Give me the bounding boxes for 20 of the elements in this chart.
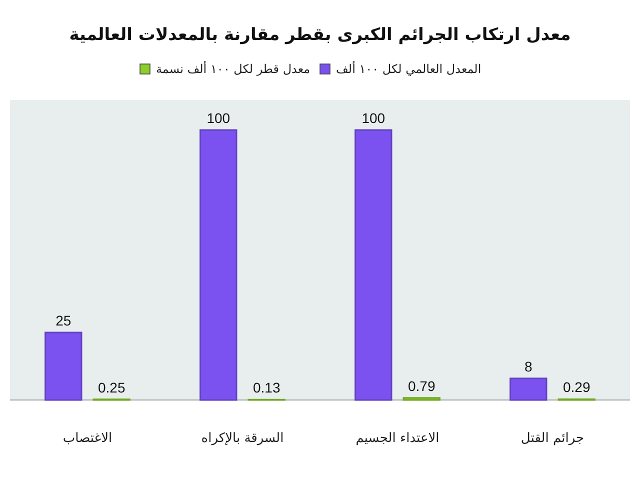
x-tick-label: جرائم القتل [520,431,584,446]
data-label: 25 [56,312,72,328]
data-label: 100 [362,110,386,126]
data-label: 0.13 [252,380,280,396]
bar [200,129,238,401]
bar [402,397,440,401]
bar [44,332,82,401]
legend-label: معدل قطر لكل ١٠٠ ألف نسمة [156,61,310,76]
data-label: 0.79 [408,378,436,394]
x-tick-label: الاعتداء الجسيم [356,431,440,446]
legend-label: المعدل العالمي لكل ١٠٠ ألف [336,61,482,76]
data-label: 8 [524,358,532,374]
data-label: 0.25 [98,379,126,396]
bar [510,378,548,401]
x-tick-label: السرقة بالإكراه [201,431,284,446]
bar [354,129,392,401]
x-tick-label: الاغتصاب [62,431,112,446]
data-label: 0.29 [562,379,590,396]
data-label: 100 [206,110,230,126]
chart-title: معدل ارتكاب الجرائم الكبرى بقطر مقارنة بالمعدلات العالمية [69,25,571,45]
